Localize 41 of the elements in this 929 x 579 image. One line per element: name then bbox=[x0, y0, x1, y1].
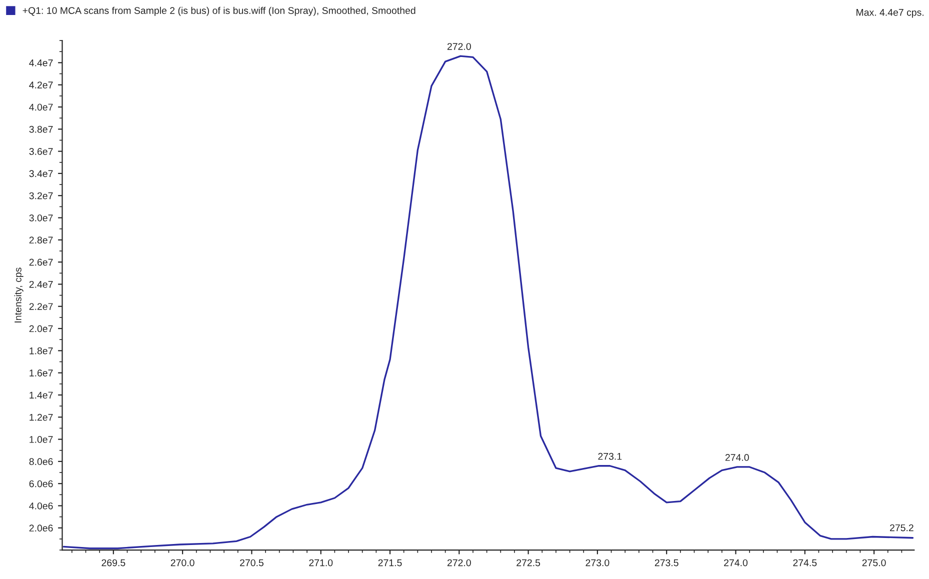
x-tick-label: 271.5 bbox=[378, 559, 402, 566]
x-tick-label: 269.5 bbox=[102, 559, 126, 566]
y-tick-label: 2.4e7 bbox=[29, 280, 53, 288]
y-tick-label: 4.0e6 bbox=[29, 502, 53, 510]
y-tick-label: 1.0e7 bbox=[30, 436, 53, 443]
annotation: 274.0 bbox=[725, 454, 749, 461]
y-tick-label: 3.2e7 bbox=[29, 192, 53, 200]
y-tick-label: 2.0e7 bbox=[29, 325, 53, 332]
y-tick-label: 2.8e7 bbox=[29, 236, 53, 244]
y-tick-label: 1.6e7 bbox=[30, 370, 53, 376]
x-tick-label: 273.0 bbox=[586, 559, 610, 566]
x-tick-label: 270.0 bbox=[170, 559, 194, 566]
y-tick-label: 4.0e7 bbox=[29, 104, 53, 111]
y-tick-label: 4.4e7 bbox=[29, 60, 53, 66]
y-tick-label: 8.0e6 bbox=[29, 458, 53, 466]
y-axis-title: Intensity, cps bbox=[14, 268, 24, 322]
x-tick-label: 274.5 bbox=[793, 559, 817, 566]
annotation: 272.0 bbox=[447, 43, 471, 50]
y-tick-label: 3.8e7 bbox=[29, 126, 53, 133]
x-tick-label: 275.0 bbox=[862, 559, 886, 566]
text: Max. 4.4e7 cps. bbox=[856, 9, 924, 18]
y-tick-label: 1.8e7 bbox=[30, 347, 53, 354]
x-tick-label: 273.5 bbox=[654, 559, 678, 566]
y-tick-label: 1.2e7 bbox=[30, 414, 53, 421]
y-tick-label: 2.0e6 bbox=[29, 524, 53, 532]
y-tick-label: 3.4e7 bbox=[29, 170, 53, 178]
y-tick-label: 2.6e7 bbox=[29, 258, 53, 266]
annotation: 273.1 bbox=[598, 452, 622, 460]
y-tick-label: 1.4e7 bbox=[30, 392, 53, 399]
legend-label: +Q1: 10 MCA scans from Sample 2 (is bus) of is bus.wiff (Ion Spray), Smoothed, Smoothed bbox=[22, 6, 416, 16]
x-tick-label: 272.0 bbox=[447, 559, 471, 566]
y-tick-label: 6.0e6 bbox=[29, 480, 53, 488]
y-tick-label: 2.2e7 bbox=[29, 303, 53, 310]
y-tick-label: 3.6e7 bbox=[29, 148, 53, 155]
x-tick-label: 272.5 bbox=[516, 559, 540, 566]
y-tick-label: 3.0e7 bbox=[29, 214, 53, 222]
x-tick-label: 270.5 bbox=[240, 559, 264, 566]
annotation: 275.2 bbox=[890, 524, 914, 532]
y-tick-label: 4.2e7 bbox=[29, 82, 53, 88]
x-tick-label: 271.0 bbox=[309, 559, 333, 566]
x-tick-label: 274.0 bbox=[724, 559, 748, 566]
